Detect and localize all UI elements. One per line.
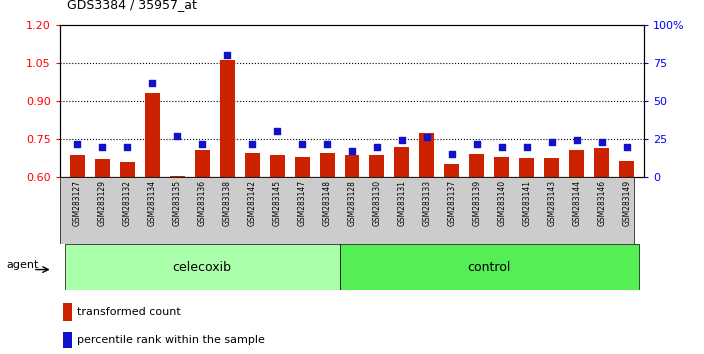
Bar bbox=[594, 148, 609, 177]
Text: GSM283146: GSM283146 bbox=[597, 181, 606, 227]
Bar bbox=[394, 147, 410, 177]
Bar bbox=[494, 157, 509, 177]
Text: GSM283149: GSM283149 bbox=[622, 181, 631, 227]
Point bbox=[122, 144, 133, 149]
Text: GSM283135: GSM283135 bbox=[172, 181, 182, 227]
Text: agent: agent bbox=[6, 260, 38, 270]
Text: GSM283127: GSM283127 bbox=[73, 181, 82, 226]
Point bbox=[521, 144, 532, 149]
Bar bbox=[444, 164, 460, 177]
Bar bbox=[620, 160, 634, 177]
Point bbox=[496, 144, 508, 149]
Text: GDS3384 / 35957_at: GDS3384 / 35957_at bbox=[67, 0, 196, 11]
Bar bbox=[270, 155, 284, 177]
Point bbox=[96, 144, 108, 149]
Bar bbox=[344, 155, 360, 177]
Bar bbox=[570, 150, 584, 177]
Point bbox=[571, 138, 582, 143]
Text: control: control bbox=[467, 261, 511, 274]
Bar bbox=[120, 162, 134, 177]
Text: GSM283145: GSM283145 bbox=[272, 181, 282, 227]
Text: GSM283133: GSM283133 bbox=[422, 181, 432, 227]
Text: GSM283128: GSM283128 bbox=[348, 181, 356, 226]
Text: GSM283148: GSM283148 bbox=[322, 181, 332, 226]
Text: GSM283130: GSM283130 bbox=[372, 181, 382, 227]
Bar bbox=[170, 176, 184, 177]
Bar bbox=[294, 157, 310, 177]
Point bbox=[546, 139, 558, 145]
Bar bbox=[145, 93, 160, 177]
Text: GSM283142: GSM283142 bbox=[248, 181, 257, 226]
Bar bbox=[63, 303, 73, 321]
Point bbox=[272, 129, 283, 134]
Bar bbox=[65, 244, 339, 290]
Text: celecoxib: celecoxib bbox=[172, 261, 232, 274]
Point bbox=[446, 152, 458, 157]
Text: GSM283136: GSM283136 bbox=[198, 181, 207, 227]
Bar bbox=[339, 244, 639, 290]
Point bbox=[596, 139, 608, 145]
Bar bbox=[95, 159, 110, 177]
Text: GSM283141: GSM283141 bbox=[522, 181, 532, 226]
Bar bbox=[320, 153, 334, 177]
Text: percentile rank within the sample: percentile rank within the sample bbox=[77, 335, 265, 345]
Point bbox=[471, 141, 482, 146]
Point bbox=[396, 138, 408, 143]
Point bbox=[222, 52, 233, 58]
Text: GSM283132: GSM283132 bbox=[122, 181, 132, 226]
Text: GSM283143: GSM283143 bbox=[547, 181, 556, 227]
Point bbox=[296, 141, 308, 146]
Bar bbox=[220, 60, 234, 177]
Text: GSM283140: GSM283140 bbox=[497, 181, 506, 227]
Text: transformed count: transformed count bbox=[77, 307, 181, 317]
Bar bbox=[63, 332, 73, 348]
Bar bbox=[420, 133, 434, 177]
Text: GSM283139: GSM283139 bbox=[472, 181, 482, 227]
Text: GSM283131: GSM283131 bbox=[398, 181, 406, 226]
Point bbox=[322, 141, 333, 146]
Text: GSM283137: GSM283137 bbox=[447, 181, 456, 227]
Text: GSM283147: GSM283147 bbox=[298, 181, 306, 227]
Point bbox=[621, 144, 632, 149]
Text: GSM283134: GSM283134 bbox=[148, 181, 157, 227]
Bar bbox=[244, 153, 260, 177]
Bar bbox=[370, 155, 384, 177]
Text: GSM283144: GSM283144 bbox=[572, 181, 582, 227]
Bar bbox=[195, 150, 210, 177]
Bar bbox=[544, 158, 559, 177]
Text: GSM283129: GSM283129 bbox=[98, 181, 107, 226]
Point bbox=[72, 141, 83, 146]
Point bbox=[421, 135, 432, 140]
Bar bbox=[470, 154, 484, 177]
Bar bbox=[520, 158, 534, 177]
Point bbox=[172, 133, 183, 139]
Point bbox=[246, 141, 258, 146]
Point bbox=[346, 148, 358, 154]
Point bbox=[196, 141, 208, 146]
Point bbox=[371, 144, 382, 149]
Point bbox=[146, 80, 158, 85]
Bar bbox=[70, 155, 84, 177]
Text: GSM283138: GSM283138 bbox=[222, 181, 232, 226]
